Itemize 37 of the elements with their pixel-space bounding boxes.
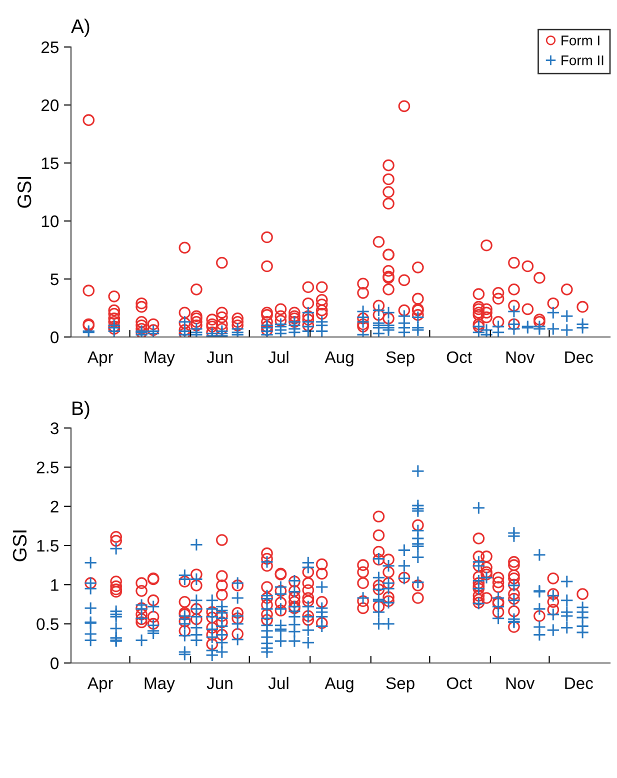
- x-tick-label: Sep: [386, 677, 414, 692]
- x-tick-label: Nov: [506, 352, 535, 364]
- y-tick-label: 3: [50, 422, 58, 434]
- y-axis-title: GSI: [12, 530, 27, 562]
- x-tick-label: Aug: [324, 352, 354, 366]
- chart-title: A): [71, 18, 90, 37]
- y-tick-label: 10: [42, 215, 59, 228]
- x-tick-label: Apr: [87, 678, 114, 692]
- y-tick-label: 2: [50, 500, 58, 512]
- y-tick-label: 0.5: [36, 618, 58, 630]
- y-tick-label: 15: [42, 158, 58, 170]
- x-tick-label: Oct: [446, 351, 472, 364]
- y-tick-label: 5: [50, 274, 58, 286]
- y-tick-label: 2.5: [36, 462, 58, 474]
- x-tick-label: Jul: [268, 676, 288, 690]
- legend-label: Form II: [562, 56, 604, 66]
- chart-title: B): [72, 400, 90, 419]
- x-tick-label: Jun: [206, 352, 232, 364]
- x-tick-label: Aug: [324, 678, 354, 692]
- x-tick-label: Jun: [206, 678, 232, 690]
- x-tick-label: May: [144, 678, 175, 692]
- x-tick-label: Apr: [87, 352, 114, 366]
- x-tick-label: Dec: [565, 352, 594, 364]
- x-tick-label: Jul: [268, 350, 288, 364]
- y-tick-label: 0: [50, 657, 59, 670]
- x-tick-label: Nov: [506, 678, 535, 690]
- y-tick-label: 0: [50, 331, 59, 344]
- y-tick-label: 1.5: [37, 540, 58, 552]
- x-tick-label: May: [144, 352, 175, 366]
- y-tick-label: 25: [41, 41, 58, 54]
- y-axis-title: GSI: [17, 177, 32, 208]
- x-tick-label: Oct: [446, 677, 472, 690]
- y-tick-label: 1: [51, 579, 58, 591]
- x-tick-label: Dec: [565, 678, 594, 690]
- y-tick-label: 20: [41, 99, 59, 112]
- legend-label: Form I: [562, 36, 600, 46]
- x-tick-label: Sep: [386, 351, 414, 366]
